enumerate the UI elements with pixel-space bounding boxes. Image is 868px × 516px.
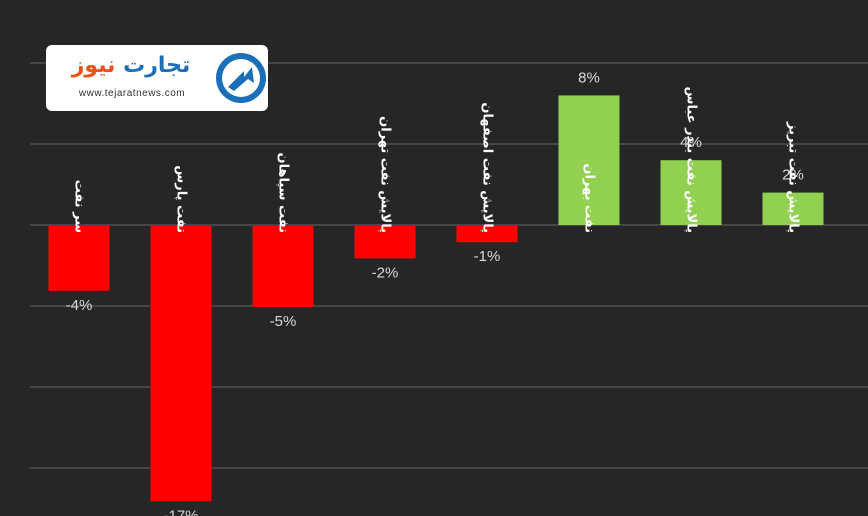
- logo-word-tejarat: تجارت: [123, 53, 191, 78]
- data-label: -2%: [372, 264, 399, 281]
- category-label: نفت پارس: [174, 165, 189, 233]
- category-label: پالایش نفت تهران: [378, 116, 393, 233]
- bar: [762, 192, 824, 225]
- data-label: 2%: [782, 167, 804, 184]
- category-label: پالایش نفت اصفهان: [480, 102, 495, 233]
- category-label: پالایش نفت تبریز: [786, 121, 801, 233]
- bar: [660, 160, 722, 225]
- bar: [150, 226, 212, 502]
- data-label: 8%: [578, 69, 600, 86]
- category-label: سر نفت: [72, 180, 87, 233]
- bar: [558, 95, 620, 226]
- category-label: نفت بهران: [582, 163, 597, 233]
- data-label: -5%: [270, 313, 297, 330]
- logo-emblem-icon: [216, 53, 266, 103]
- data-label: -4%: [66, 297, 93, 314]
- bar: [252, 226, 314, 307]
- tejaratnews-logo: تجارت نیوز www.tejaratnews.com: [46, 45, 268, 111]
- category-label: پالایش نفت بندر عباس: [684, 87, 699, 233]
- bar: [456, 226, 518, 243]
- data-label: -17%: [163, 507, 198, 516]
- logo-word-news: نیوز: [71, 53, 116, 78]
- logo-url: www.tejaratnews.com: [78, 88, 186, 99]
- bar: [48, 226, 110, 291]
- category-label: نفت سپاهان: [276, 153, 291, 234]
- logo-wordmark: تجارت نیوز: [56, 53, 206, 78]
- data-label: -1%: [474, 248, 501, 265]
- bar: [354, 226, 416, 259]
- data-label: 4%: [680, 134, 702, 151]
